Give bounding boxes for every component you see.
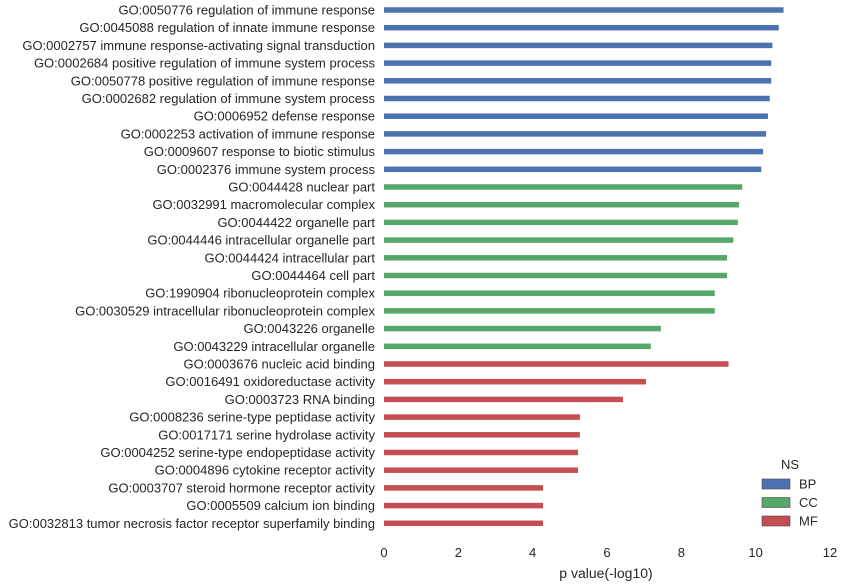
bar-cc-13 [384,237,734,243]
category-label: GO:0043229 intracellular organelle [173,339,375,354]
category-label: GO:0044464 cell part [251,268,375,283]
x-tick-label: 2 [455,545,462,560]
bar-mf-25 [384,449,579,456]
bar-mf-22 [384,396,623,403]
bar-cc-14 [384,255,728,261]
category-label: GO:0044446 intracellular organelle part [147,233,375,248]
category-label: GO:0008236 serine-type peptidase activit… [129,410,375,425]
legend-title: NS [781,457,799,472]
bar-cc-18 [384,325,661,332]
category-label: GO:0003723 RNA binding [225,392,375,407]
bar-bp-2 [384,42,773,49]
category-label: GO:0003676 nucleic acid binding [183,357,375,372]
x-tick-label: 8 [678,545,685,560]
category-label: GO:0030529 intracellular ribonucleoprote… [75,303,375,318]
x-axis-title: p value(-log10) [559,565,652,581]
x-tick-label: 6 [603,545,610,560]
bar-bp-4 [384,78,772,84]
bar-bp-8 [384,148,764,155]
category-label: GO:0002253 activation of immune response [121,126,375,141]
bar-bp-6 [384,113,768,119]
bar-mf-28 [384,502,544,509]
bar-cc-15 [384,272,728,279]
bar-bp-7 [384,131,767,137]
bar-bp-9 [384,166,762,173]
category-label: GO:0004896 cytokine receptor activity [155,463,376,478]
category-label: GO:0044424 intracellular part [204,250,375,265]
category-label: GO:0002682 regulation of immune system p… [82,91,376,106]
category-label: GO:0002376 immune system process [157,162,376,177]
x-tick-label: 4 [529,545,536,560]
x-tick-label: 10 [748,545,762,560]
x-tick-label: 12 [823,545,837,560]
bar-mf-29 [384,520,544,527]
category-label: GO:0016491 oxidoreductase activity [165,374,375,389]
bar-cc-19 [384,343,651,350]
legend: NS BP CC MF [761,457,818,529]
category-label: GO:0032813 tumor necrosis factor recepto… [9,516,375,531]
bar-cc-11 [384,201,739,208]
bar-bp-5 [384,95,770,102]
bar-mf-27 [384,485,544,491]
bar-mf-21 [384,378,647,385]
category-label: GO:0002757 immune response-activating si… [22,38,375,53]
bar-cc-12 [384,219,738,226]
legend-label-bp: BP [799,477,816,492]
category-label: GO:0004252 serine-type endopeptidase act… [100,445,375,460]
category-label: GO:0032991 macromolecular complex [152,197,375,212]
x-axis: 0 2 4 6 8 10 12 [380,545,837,560]
category-label: GO:0017171 serine hydrolase activity [158,427,375,442]
category-label: GO:0006952 defense response [194,109,375,124]
bar-bp-3 [384,60,772,66]
legend-swatch-mf [761,515,791,527]
bar-bp-1 [384,24,779,31]
bar-mf-20 [384,361,729,367]
bar-cc-16 [384,290,715,296]
legend-swatch-bp [761,478,791,490]
category-label: GO:0050778 positive regulation of immune… [71,73,375,88]
bar-mf-26 [384,467,579,473]
bars-layer [384,7,784,527]
legend-swatch-cc [761,497,791,508]
category-label: GO:0045088 regulation of innate immune r… [79,20,375,35]
category-label: GO:0044428 nuclear part [228,180,375,195]
bar-cc-17 [384,308,715,314]
category-label: GO:0044422 organelle part [217,215,375,230]
category-label: GO:0009607 response to biotic stimulus [144,144,376,159]
category-label: GO:0005509 calcium ion binding [186,498,375,513]
category-label: GO:0043226 organelle [243,321,375,336]
bar-mf-24 [384,432,580,438]
bar-mf-23 [384,414,580,420]
legend-label-cc: CC [799,495,818,510]
category-label: GO:0002684 positive regulation of immune… [34,56,376,71]
legend-label-mf: MF [799,514,818,529]
category-label: GO:1990904 ribonucleoprotein complex [145,286,375,301]
category-labels-layer: GO:0050776 regulation of immune response… [9,3,376,531]
bar-cc-10 [384,184,743,190]
x-tick-label: 0 [380,545,387,560]
category-label: GO:0003707 steroid hormone receptor acti… [108,480,375,495]
category-label: GO:0050776 regulation of immune response [118,3,375,18]
bar-bp-0 [384,7,784,13]
